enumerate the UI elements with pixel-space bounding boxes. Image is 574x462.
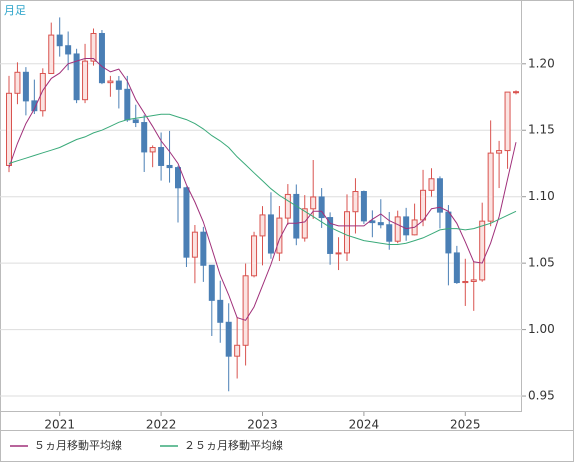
x-tick-label: 2025 (450, 418, 481, 432)
candle-body (436, 178, 443, 213)
candle-body (132, 119, 139, 124)
ma-line (8, 113, 517, 245)
candle-body (90, 32, 97, 62)
candle-body (377, 222, 384, 226)
candle-body (191, 231, 198, 258)
candle-body (335, 252, 342, 255)
candle-body (166, 164, 173, 169)
candle-body (352, 191, 359, 213)
x-tick-label: 2021 (44, 418, 75, 432)
candle-body (14, 71, 21, 94)
candle-body (124, 88, 131, 121)
ma-line (8, 58, 517, 321)
candle-body (183, 187, 190, 258)
y-tick-label: 1.20 (528, 56, 555, 70)
candle-body (225, 321, 232, 357)
candle-body (301, 208, 308, 239)
candle-body (513, 91, 519, 94)
marks (6, 17, 519, 392)
candle-body (445, 211, 452, 254)
candle-body (98, 32, 105, 84)
candle-body (428, 178, 435, 191)
candle-body (6, 92, 12, 166)
candle-body (496, 150, 503, 154)
candle-body (39, 72, 46, 112)
candle-body (470, 279, 477, 282)
candle-body (453, 252, 460, 284)
candle-body (403, 216, 410, 236)
candle-body (479, 220, 486, 281)
y-tick-label: 1.10 (528, 189, 555, 203)
y-tick-label: 1.00 (528, 322, 555, 336)
candle-body (259, 214, 266, 237)
candle-body (200, 231, 207, 266)
candle-body (394, 216, 401, 242)
candle-body (217, 299, 224, 323)
candle-body (175, 167, 181, 189)
candle-body (318, 196, 325, 219)
legend-label: ５ヵ月移動平均線 (34, 438, 122, 452)
candle-body (242, 275, 249, 346)
y-tick-label: 0.95 (528, 389, 555, 403)
candle-body (504, 91, 511, 152)
chart-title: 月足 (4, 4, 26, 17)
candle-body (22, 71, 29, 102)
legend-box (0, 430, 574, 462)
candle-body (462, 280, 469, 284)
candle-body (234, 344, 241, 357)
candle-body (344, 211, 350, 254)
x-tick-label: 2023 (247, 418, 278, 432)
candle-body (82, 60, 89, 101)
x-tick-label: 2022 (146, 418, 177, 432)
candle-body (141, 122, 148, 153)
candle-body (158, 147, 165, 166)
candle-body (208, 264, 215, 301)
candle-body (56, 34, 63, 47)
candle-body (420, 189, 427, 221)
candle-body (31, 100, 38, 112)
candle-body (284, 193, 291, 219)
y-tick-label: 1.05 (528, 256, 555, 270)
candle-body (293, 193, 300, 239)
candle-body (327, 217, 334, 254)
candle-body (267, 214, 274, 254)
x-tick-label: 2024 (349, 418, 380, 432)
candle-body (48, 34, 55, 74)
candle-body (487, 152, 494, 222)
candle-body (251, 235, 258, 277)
candle-body (386, 224, 393, 242)
candle-body (360, 191, 367, 222)
y-tick-label: 1.15 (528, 123, 555, 137)
candle-body (73, 53, 80, 101)
candle-body (149, 147, 156, 153)
candle-body (276, 217, 283, 254)
candle-body (115, 80, 122, 90)
candle-body (107, 80, 114, 84)
candle-body (65, 45, 72, 55)
legend-label: ２５ヵ月移動平均線 (184, 438, 283, 452)
candle-body (310, 196, 317, 210)
